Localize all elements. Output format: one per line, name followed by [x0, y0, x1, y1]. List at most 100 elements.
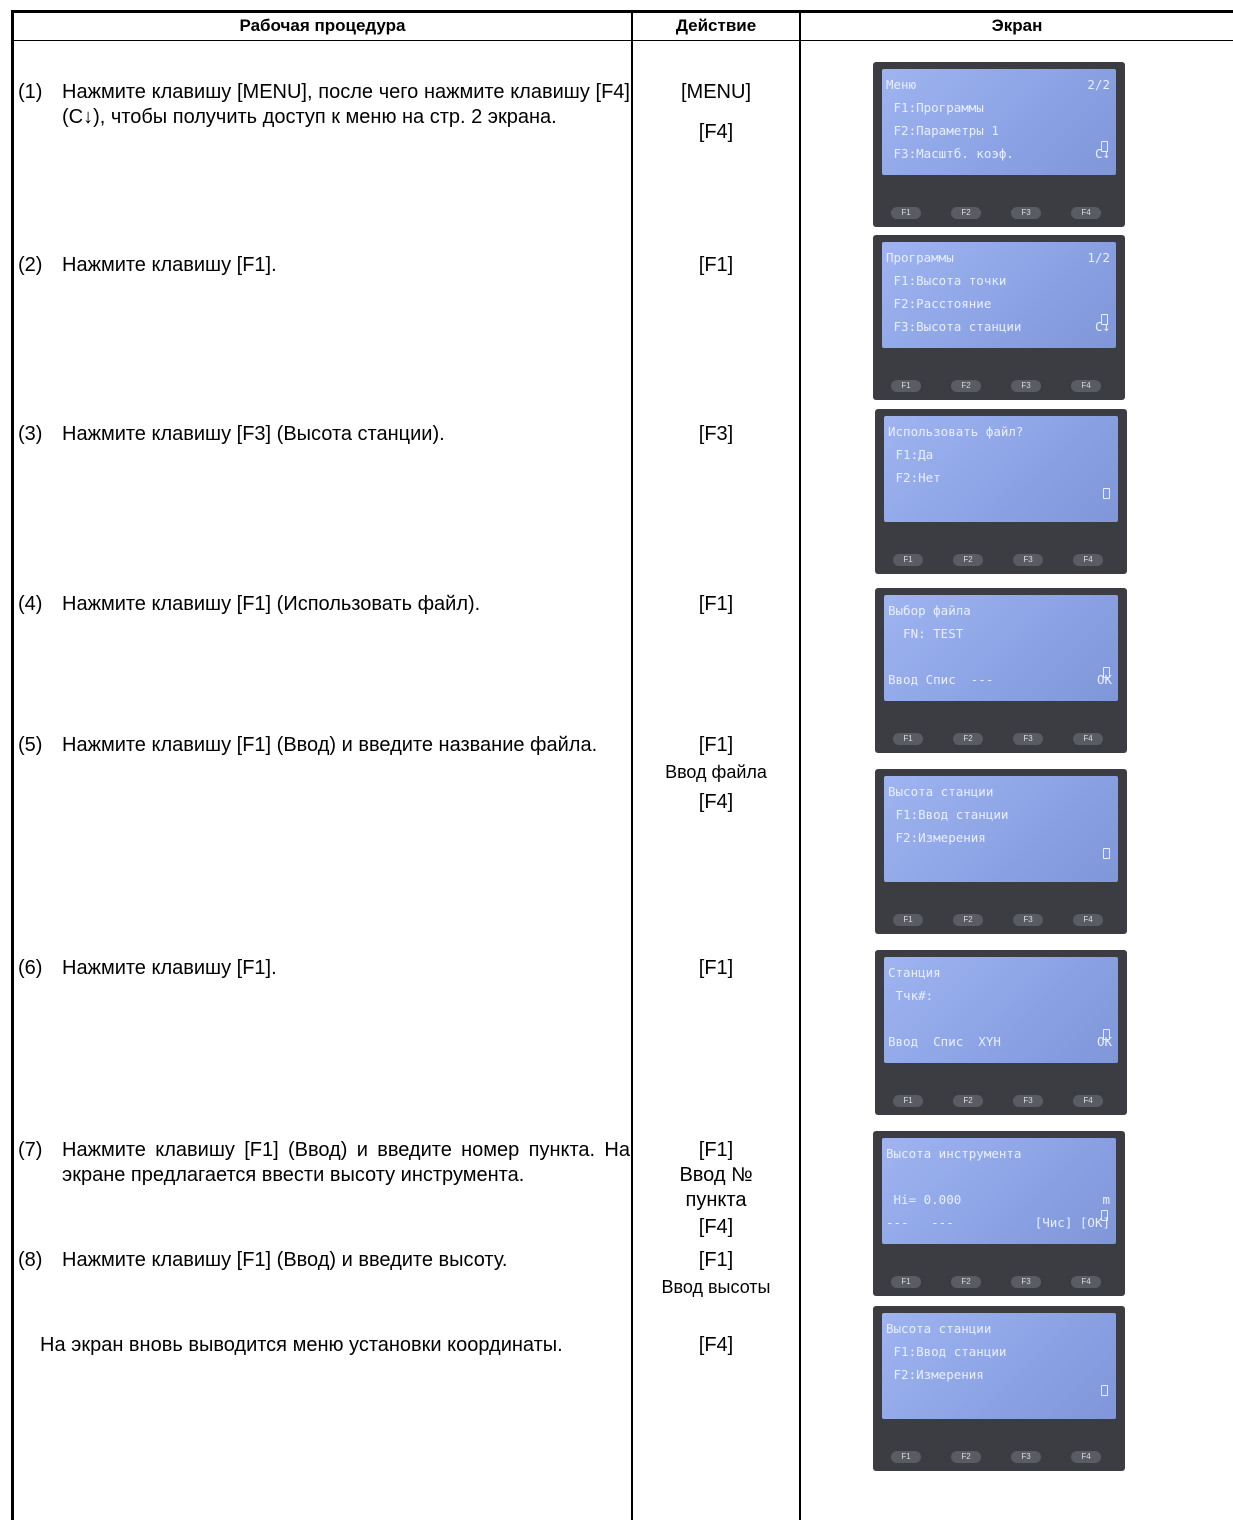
lcd-line: F1:Ввод станции — [888, 807, 1112, 829]
action: Ввод № — [679, 1164, 753, 1186]
left-rule — [11, 10, 14, 1520]
battery-icon — [1101, 1385, 1108, 1396]
softkey: F1 — [893, 554, 923, 566]
lcd-text: Тчк#: — [888, 988, 934, 1003]
softkey: F2 — [951, 380, 981, 392]
lcd-right-text: 1/2 — [1087, 250, 1110, 265]
lcd-line: Высота станции — [886, 1321, 1110, 1343]
lcd-line: F2:Параметры 1 — [886, 123, 1110, 145]
action: [MENU] — [681, 81, 751, 103]
lcd-right-text: OK — [1096, 672, 1112, 687]
lcd-text: Меню — [886, 77, 917, 92]
lcd-display: Выбор файла FN: TEST Ввод Спис --- OK — [884, 595, 1118, 701]
action: Ввод файла — [665, 762, 767, 782]
lcd-text: F1:Программы — [886, 100, 984, 115]
lcd-text: Использовать файл? — [888, 424, 1024, 439]
softkey: F3 — [1013, 1095, 1043, 1107]
lcd-screen: Высота станции F1:Ввод станции F2:Измере… — [875, 769, 1127, 934]
lcd-right-text: 2/2 — [1087, 77, 1110, 92]
lcd-line: Высота инструмента — [886, 1146, 1110, 1168]
softkey: F2 — [951, 1276, 981, 1288]
softkey: F3 — [1011, 1451, 1041, 1463]
lcd-screen: Станция Тчк#: Ввод Спис XYH OK F1 F2 F3 F4 — [875, 950, 1127, 1115]
softkey: F3 — [1011, 1276, 1041, 1288]
softkey: F3 — [1011, 207, 1041, 219]
action: Ввод высоты — [661, 1277, 771, 1297]
step-number: (5) — [18, 734, 43, 756]
lcd-text: F2:Расстояние — [886, 296, 992, 311]
lcd-screen: Высота инструмента Hi= 0.000 m --- --- [Чис… — [873, 1131, 1125, 1296]
lcd-screen: Использовать файл? F1:Да F2:Нет F1 F2 F3 F4 — [875, 409, 1127, 574]
header-rule — [12, 40, 1233, 41]
lcd-line: F2:Измерения — [886, 1367, 1110, 1389]
step-number: (4) — [18, 593, 43, 615]
battery-icon — [1101, 1210, 1108, 1221]
lcd-line: F3:Высота станции C↓ — [886, 319, 1110, 341]
lcd-line: --- --- [Чис] [OK] — [886, 1215, 1110, 1237]
battery-icon — [1103, 667, 1110, 678]
lcd-line: Тчк#: — [888, 988, 1112, 1010]
header-cell: Действие — [675, 16, 757, 35]
lcd-text: F1:Высота точки — [886, 273, 1007, 288]
step-text: Нажмите клавишу [F1]. — [62, 957, 277, 979]
step-text: Нажмите клавишу [F3] (Высота станции). — [62, 423, 445, 445]
note-text: На экран вновь выводится меню установки … — [40, 1334, 563, 1356]
col-rule — [799, 10, 801, 1520]
step-text: Нажмите клавишу [F1] (Ввод) и введите на… — [62, 734, 598, 756]
lcd-display: Программы 1/2 F1:Высота точки F2:Расстоян… — [882, 242, 1116, 348]
step-number: (3) — [18, 423, 43, 445]
softkey: F1 — [891, 1276, 921, 1288]
step-number: (8) — [18, 1249, 43, 1271]
action: [F4] — [698, 1334, 734, 1356]
lcd-text: F2:Нет — [888, 470, 941, 485]
softkey: F1 — [891, 380, 921, 392]
lcd-line: F1:Высота точки — [886, 273, 1110, 295]
softkey: F2 — [953, 1095, 983, 1107]
lcd-right-text: [Чис] [OK] — [1034, 1215, 1110, 1230]
step-number: (2) — [18, 254, 43, 276]
softkey: F4 — [1071, 1451, 1101, 1463]
lcd-right-text: m — [1102, 1192, 1110, 1207]
step-text: Нажмите клавишу [F1] (Ввод) и введите вы… — [62, 1249, 508, 1271]
col-rule — [631, 10, 633, 1520]
lcd-text: F2:Измерения — [888, 830, 986, 845]
lcd-text: F2:Измерения — [886, 1367, 984, 1382]
action: [F4] — [698, 121, 734, 143]
softkey: F3 — [1013, 554, 1043, 566]
lcd-text: --- --- — [886, 1215, 954, 1230]
lcd-line: Программы 1/2 — [886, 250, 1110, 272]
action: [F1] — [698, 254, 734, 276]
action: [F1] — [698, 593, 734, 615]
softkey: F3 — [1013, 914, 1043, 926]
battery-icon — [1101, 141, 1108, 152]
lcd-line: F1:Да — [888, 447, 1112, 469]
lcd-text: F1:Ввод станции — [886, 1344, 1007, 1359]
softkey: F2 — [953, 914, 983, 926]
action: [F1] — [698, 1139, 734, 1161]
lcd-text: Высота инструмента — [886, 1146, 1022, 1161]
battery-icon — [1103, 488, 1110, 499]
softkey: F4 — [1073, 554, 1103, 566]
step-number: (1) — [18, 81, 43, 103]
softkey: F2 — [953, 733, 983, 745]
step-text: Нажмите клавишу [F1] (Использовать файл)… — [62, 593, 481, 615]
lcd-text: Программы — [886, 250, 954, 265]
softkey: F1 — [893, 914, 923, 926]
softkey: F1 — [891, 207, 921, 219]
lcd-line: F2:Измерения — [888, 830, 1112, 852]
lcd-display: Использовать файл? F1:Да F2:Нет — [884, 416, 1118, 522]
action: пункта — [685, 1189, 747, 1211]
lcd-line: Меню 2/2 — [886, 77, 1110, 99]
softkey: F4 — [1073, 914, 1103, 926]
lcd-line: Использовать файл? — [888, 424, 1112, 446]
softkey: F4 — [1071, 207, 1101, 219]
lcd-text: Высота станции — [888, 784, 994, 799]
softkey: F2 — [951, 1451, 981, 1463]
step-text: Нажмите клавишу [MENU], после чего нажми… — [62, 81, 630, 128]
softkey: F1 — [891, 1451, 921, 1463]
lcd-screen: Выбор файла FN: TEST Ввод Спис --- OK F1 F2 F… — [875, 588, 1127, 753]
lcd-line: F2:Нет — [888, 470, 1112, 492]
lcd-text: F1:Да — [888, 447, 934, 462]
softkey: F4 — [1071, 1276, 1101, 1288]
